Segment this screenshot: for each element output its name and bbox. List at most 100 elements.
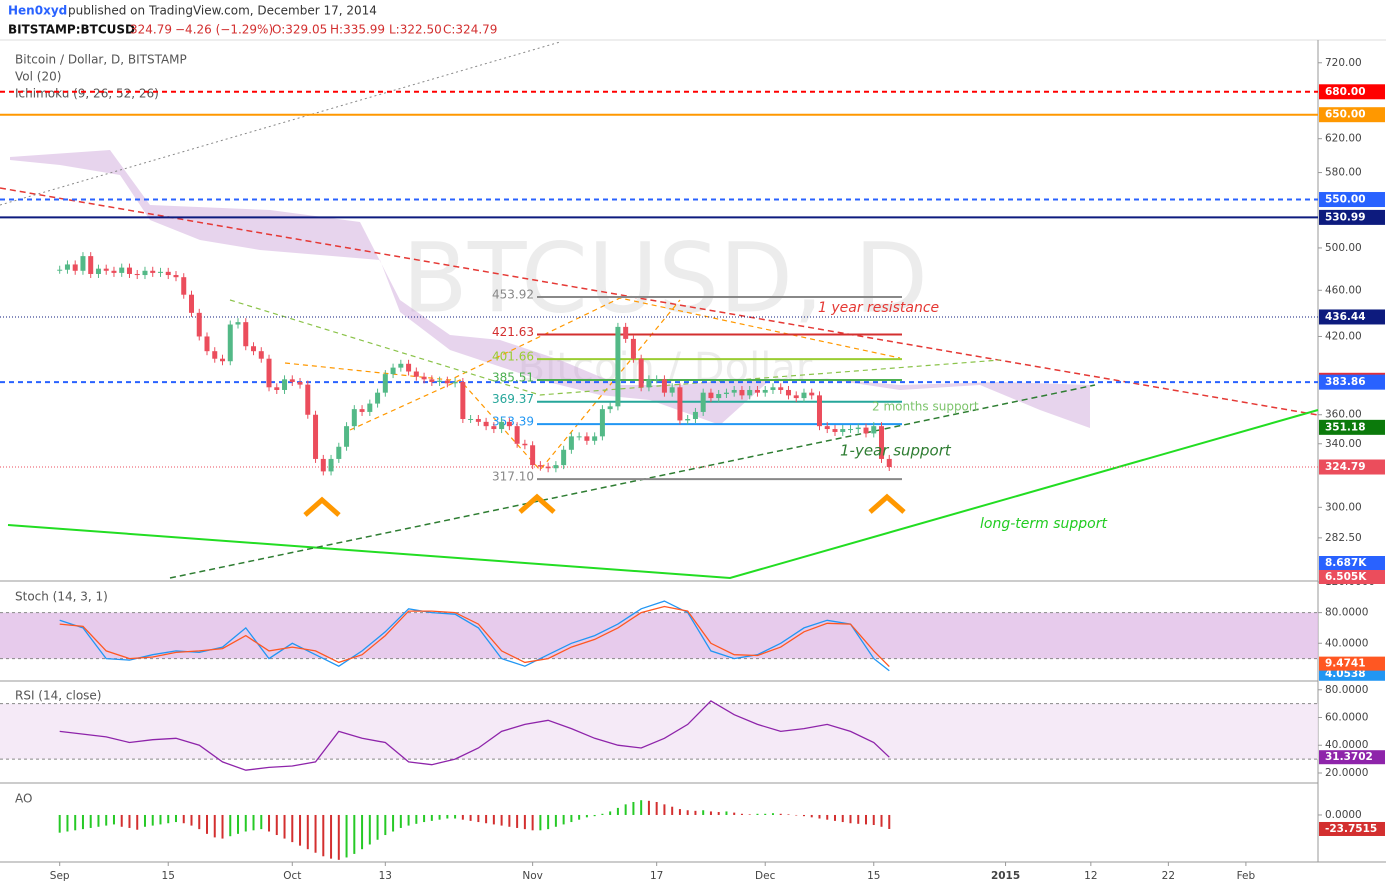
- ao-bar: [678, 809, 681, 815]
- candle: [847, 429, 853, 431]
- candle: [351, 409, 357, 427]
- candle: [669, 387, 675, 393]
- candle: [282, 379, 288, 390]
- last-price: 324.79: [130, 23, 172, 37]
- ao-bar: [748, 814, 751, 815]
- candle: [64, 264, 70, 270]
- ao-bar: [655, 801, 658, 815]
- ao-bar: [206, 814, 209, 834]
- ao-bar: [508, 814, 511, 827]
- price-label-box: [1319, 84, 1385, 100]
- ao-bar: [469, 814, 472, 821]
- candle: [188, 294, 194, 313]
- ao-bar: [89, 814, 92, 828]
- candle: [468, 418, 474, 420]
- ao-bar: [578, 814, 581, 820]
- candle: [685, 418, 691, 421]
- candle: [95, 268, 101, 274]
- watermark-text: BTCUSD, D: [402, 222, 928, 334]
- ao-bar: [221, 814, 224, 839]
- x-tick-label: 13: [379, 870, 392, 882]
- candle: [793, 395, 799, 399]
- candle: [72, 264, 78, 271]
- candle: [289, 379, 295, 382]
- ao-bar: [399, 814, 402, 828]
- ao-bar: [384, 814, 387, 836]
- candle: [824, 426, 830, 430]
- ao-bar: [818, 814, 821, 819]
- price-label-box: [1319, 209, 1385, 225]
- y-tick-label: 40.0000: [1325, 637, 1368, 649]
- fib-label: 369.37: [492, 392, 534, 406]
- ao-bar: [112, 814, 115, 825]
- candle: [305, 384, 311, 415]
- x-tick-label: Dec: [755, 870, 776, 882]
- ao-bar: [849, 814, 852, 824]
- ao-bar: [190, 814, 193, 826]
- candle: [576, 436, 582, 438]
- ao-bar: [283, 814, 286, 839]
- ao-bar: [686, 810, 689, 815]
- candle: [258, 351, 264, 359]
- value-label: 31.3702: [1325, 751, 1373, 763]
- ao-bar: [151, 814, 154, 826]
- price-label-box: [1319, 107, 1385, 123]
- candle: [390, 367, 396, 375]
- ao-bar: [880, 814, 883, 827]
- y-tick-label: 460.00: [1325, 284, 1362, 296]
- annotation: long-term support: [980, 516, 1107, 532]
- ao-bar: [492, 814, 495, 825]
- ao-bar: [174, 814, 177, 823]
- ao-bar: [345, 814, 348, 858]
- candle: [406, 363, 412, 372]
- main-title: Bitcoin / Dollar, D, BITSTAMP: [15, 53, 187, 67]
- candle: [816, 395, 822, 427]
- candle: [266, 358, 272, 388]
- candle: [592, 436, 598, 441]
- open: O:329.05: [272, 23, 327, 37]
- candle: [700, 392, 706, 412]
- trend-line: [0, 41, 561, 206]
- x-tick-label: 2015: [991, 870, 1020, 882]
- candle: [251, 346, 257, 352]
- author[interactable]: Hen0xyd: [8, 4, 67, 18]
- price-label: 324.79: [1325, 461, 1366, 473]
- ao-bar: [182, 814, 185, 824]
- ao-bar: [624, 804, 627, 815]
- candle: [452, 381, 458, 384]
- candle: [886, 458, 892, 468]
- publish-info: published on TradingView.com, December 1…: [68, 4, 377, 18]
- candle: [80, 256, 86, 271]
- band: [0, 612, 1318, 659]
- ao-bar: [58, 814, 61, 833]
- value-label: -23.7515: [1325, 823, 1377, 835]
- ao-bar: [229, 814, 232, 837]
- candle: [840, 429, 846, 432]
- candle: [561, 449, 567, 466]
- candle: [832, 429, 838, 432]
- ao-bar: [833, 814, 836, 821]
- ao-bar: [779, 813, 782, 815]
- y-tick-label: 20.0000: [1325, 767, 1368, 779]
- y-tick-label: 340.00: [1325, 438, 1362, 450]
- ao-bar: [733, 812, 736, 815]
- ao-bar: [500, 814, 503, 826]
- indicator-label: Ichimoku (9, 26, 52, 26): [15, 87, 159, 101]
- y-tick-label: 282.50: [1325, 532, 1362, 544]
- ao-bar: [647, 800, 650, 815]
- ao-bar: [74, 814, 77, 831]
- ao-bar: [322, 814, 325, 857]
- candle: [320, 458, 326, 472]
- candle: [398, 363, 404, 368]
- y-tick-label: 500.00: [1325, 242, 1362, 254]
- x-tick-label: Sep: [50, 870, 70, 882]
- candle: [157, 271, 163, 273]
- y-tick-label: 80.0000: [1325, 684, 1368, 696]
- y-tick-label: 360.00: [1325, 409, 1362, 421]
- fib-label: 421.63: [492, 325, 534, 339]
- fib-label: 385.51: [492, 370, 534, 384]
- ao-bar: [198, 814, 201, 830]
- candle: [661, 379, 667, 393]
- candle: [778, 387, 784, 390]
- channel-line: [284, 297, 901, 381]
